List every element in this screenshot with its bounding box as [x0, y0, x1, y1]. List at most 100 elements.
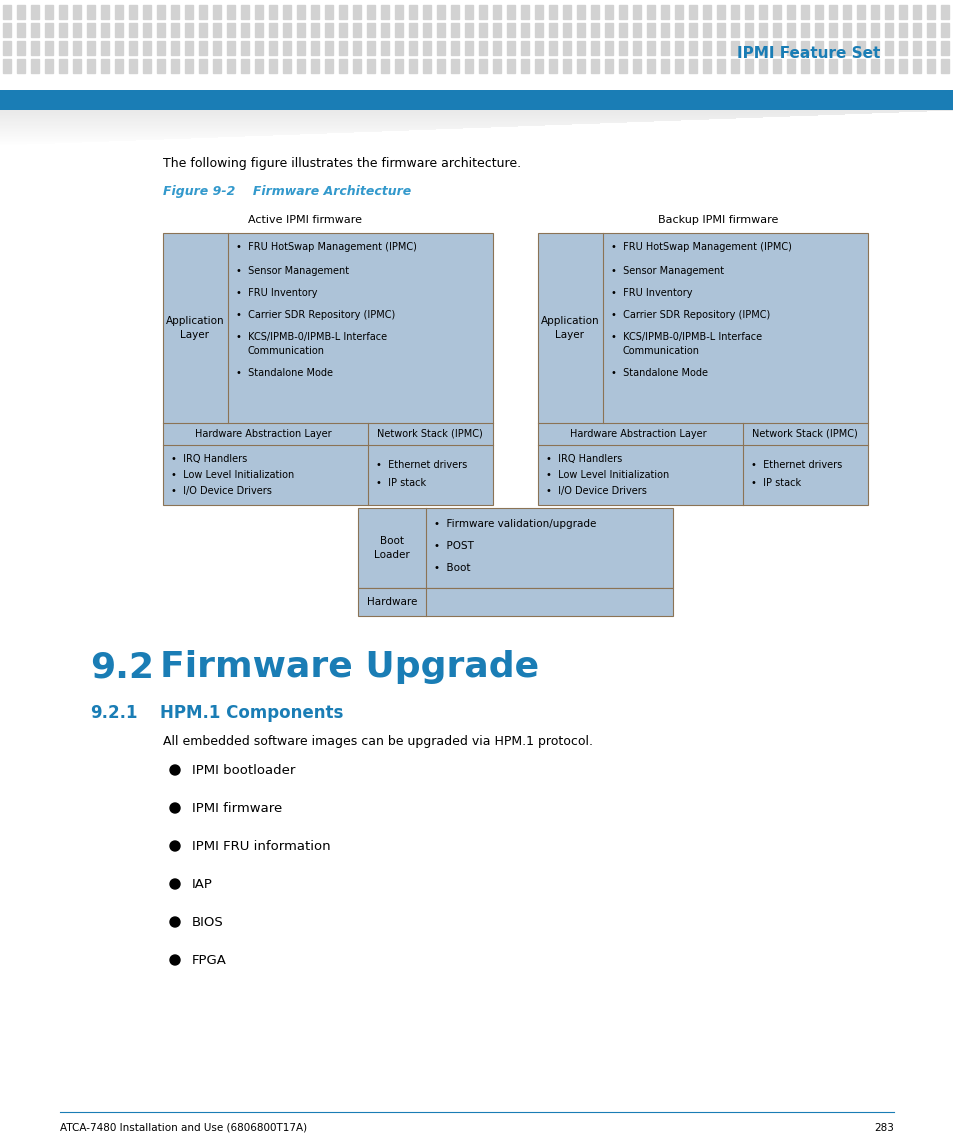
Bar	[171, 60, 179, 73]
Bar	[898, 41, 906, 55]
Bar	[926, 23, 934, 37]
Bar	[912, 23, 920, 37]
Bar	[338, 23, 347, 37]
Bar	[283, 41, 291, 55]
Bar	[59, 23, 67, 37]
Bar	[171, 41, 179, 55]
Bar	[506, 23, 515, 37]
Bar	[730, 41, 739, 55]
Bar	[548, 23, 557, 37]
Bar	[646, 23, 655, 37]
Bar	[786, 23, 794, 37]
Bar	[814, 5, 822, 19]
Text: 283: 283	[873, 1123, 893, 1134]
Bar	[73, 60, 81, 73]
Bar	[772, 60, 781, 73]
Bar	[744, 23, 752, 37]
Bar	[537, 232, 867, 505]
Bar	[269, 41, 276, 55]
Bar	[422, 60, 431, 73]
Bar	[17, 41, 25, 55]
Bar	[478, 5, 486, 19]
Bar	[357, 508, 672, 589]
Bar	[646, 41, 655, 55]
Bar	[688, 5, 697, 19]
Bar	[409, 23, 416, 37]
Bar	[828, 23, 836, 37]
Bar	[157, 5, 165, 19]
Bar	[241, 41, 249, 55]
Bar	[884, 60, 892, 73]
Bar	[633, 41, 640, 55]
Bar	[702, 5, 710, 19]
Bar	[590, 41, 598, 55]
Text: 9.2.1: 9.2.1	[90, 704, 137, 722]
Bar	[926, 41, 934, 55]
Bar	[562, 41, 571, 55]
Bar	[464, 60, 473, 73]
Text: ATCA-7480 Installation and Use (6806800T17A): ATCA-7480 Installation and Use (6806800T…	[60, 1123, 307, 1134]
Bar	[717, 23, 724, 37]
Bar	[115, 60, 123, 73]
Bar	[772, 23, 781, 37]
Bar	[535, 41, 542, 55]
Bar	[199, 23, 207, 37]
Bar	[618, 5, 626, 19]
Circle shape	[170, 879, 180, 889]
Bar	[59, 5, 67, 19]
Bar	[842, 23, 850, 37]
Bar	[353, 23, 360, 37]
Bar	[717, 5, 724, 19]
Bar	[772, 5, 781, 19]
Bar	[338, 60, 347, 73]
Bar	[30, 23, 39, 37]
Bar	[633, 60, 640, 73]
Text: •  Firmware validation/upgrade: • Firmware validation/upgrade	[434, 519, 596, 529]
Bar	[856, 5, 864, 19]
Text: BIOS: BIOS	[192, 916, 224, 929]
Bar	[185, 41, 193, 55]
Bar	[604, 5, 613, 19]
Bar	[618, 60, 626, 73]
Text: •  KCS/IPMB-0/IPMB-L Interface: • KCS/IPMB-0/IPMB-L Interface	[610, 332, 761, 342]
Bar	[409, 41, 416, 55]
Bar	[912, 41, 920, 55]
Bar	[940, 60, 948, 73]
Bar	[213, 60, 221, 73]
Text: Network Stack (IPMC): Network Stack (IPMC)	[376, 429, 482, 439]
Bar	[45, 41, 53, 55]
Bar	[675, 23, 682, 37]
Text: •  Carrier SDR Repository (IPMC): • Carrier SDR Repository (IPMC)	[610, 310, 769, 319]
Bar	[493, 23, 500, 37]
Bar	[283, 5, 291, 19]
Bar	[646, 5, 655, 19]
Bar	[898, 5, 906, 19]
Bar	[45, 5, 53, 19]
Bar	[646, 60, 655, 73]
Bar	[30, 5, 39, 19]
Bar	[842, 41, 850, 55]
Bar	[814, 41, 822, 55]
Bar	[451, 41, 458, 55]
Bar	[199, 41, 207, 55]
Bar	[87, 5, 95, 19]
Text: Figure 9-2    Firmware Architecture: Figure 9-2 Firmware Architecture	[163, 185, 411, 198]
Bar	[213, 23, 221, 37]
Bar	[338, 5, 347, 19]
Bar	[296, 41, 305, 55]
Bar	[325, 23, 333, 37]
Bar	[269, 23, 276, 37]
Bar	[171, 23, 179, 37]
Bar	[660, 5, 668, 19]
Bar	[101, 23, 109, 37]
Bar	[213, 5, 221, 19]
Bar	[633, 5, 640, 19]
Bar	[422, 23, 431, 37]
Bar	[828, 60, 836, 73]
Bar	[535, 5, 542, 19]
Text: •  Standalone Mode: • Standalone Mode	[610, 368, 707, 378]
Bar	[367, 5, 375, 19]
Text: Communication: Communication	[622, 346, 700, 356]
Bar	[213, 41, 221, 55]
Bar	[311, 5, 318, 19]
